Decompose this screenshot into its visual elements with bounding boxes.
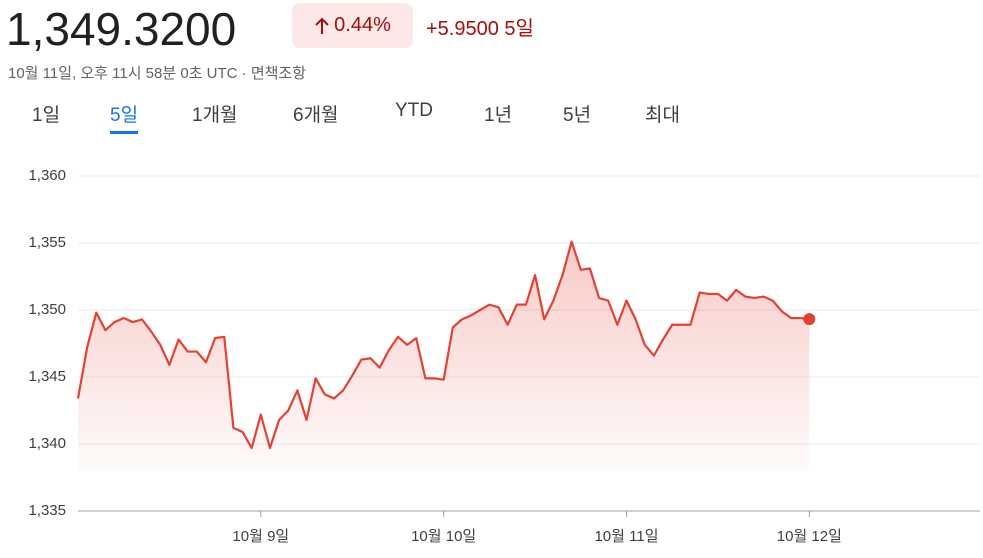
- y-tick-label: 1,345: [28, 368, 66, 385]
- range-tabs: 1일 5일 1개월 6개월 YTD 1년 5년 최대: [0, 100, 983, 134]
- range-tab[interactable]: YTD: [395, 100, 433, 121]
- last-point: [803, 313, 816, 326]
- range-tab[interactable]: 5일: [110, 100, 139, 134]
- range-tab[interactable]: 최대: [645, 105, 680, 126]
- y-tick-label: 1,340: [28, 435, 66, 452]
- price-line: [76, 240, 810, 450]
- change-percent: 0.44%: [334, 14, 391, 36]
- y-tick-label: 1,355: [28, 234, 66, 251]
- change-badge: 0.44%: [292, 3, 413, 48]
- change-value: +5.9500: [426, 18, 499, 40]
- range-tab[interactable]: 1년: [484, 105, 513, 126]
- chart: 1,335 1,340 1,345 1,350 1,355 1,360 10월 9일 10월 …: [28, 167, 980, 545]
- x-tick-label: 10월 11일: [594, 528, 658, 545]
- price: 1,349.3200: [6, 3, 237, 55]
- y-tick-label: 1,360: [28, 167, 66, 184]
- range-tab[interactable]: 6개월: [293, 105, 339, 126]
- x-tick-label: 10월 9일: [232, 528, 289, 545]
- timestamp-text: 10월 11일, 오후 11시 58분 0초 UTC: [8, 65, 238, 82]
- area-fill: [78, 241, 810, 471]
- x-tick-label: 10월 12일: [777, 528, 842, 545]
- range-tab[interactable]: 1일: [32, 105, 61, 126]
- up-arrow: [315, 17, 329, 34]
- y-tick-label: 1,335: [28, 502, 66, 519]
- disclaimer[interactable]: 면책조항: [250, 65, 307, 82]
- x-tick-label: 10월 10일: [411, 528, 476, 545]
- y-tick-label: 1,350: [28, 301, 66, 318]
- timestamp: 10월 11일, 오후 11시 58분 0초 UTC · 면책조항: [8, 65, 307, 82]
- range-tab[interactable]: 1개월: [192, 105, 238, 126]
- range-tab[interactable]: 5년: [563, 105, 592, 126]
- change: +5.9500 5일: [426, 12, 534, 41]
- period: 5일: [504, 18, 534, 40]
